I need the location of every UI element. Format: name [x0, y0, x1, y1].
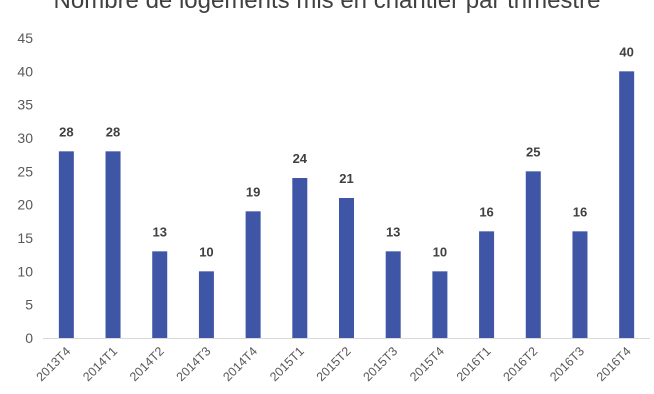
bar-2015T1	[292, 178, 308, 338]
x-tick-label-2014T4: 2014T4	[220, 344, 260, 384]
y-tick-label: 25	[17, 163, 33, 179]
y-tick-label: 35	[17, 97, 33, 113]
x-axis: 2013T4 2014T1 2014T2 2014T3 2014T4 2015T1 2015…	[34, 344, 634, 384]
data-label-2013T4: 28	[59, 124, 73, 139]
data-label-2016T2: 25	[526, 144, 540, 159]
bar-2015T2	[339, 198, 354, 338]
x-tick-label-2013T4: 2013T4	[34, 344, 74, 384]
x-tick-label-2016T1: 2016T1	[454, 344, 494, 384]
x-tick-label-2015T4: 2015T4	[407, 344, 447, 384]
data-label-2016T1: 16	[479, 204, 493, 219]
y-tick-label: 5	[25, 297, 33, 313]
bar-2015T3	[385, 251, 401, 338]
data-label-2014T3: 10	[199, 244, 213, 259]
data-label-2016T3: 16	[573, 204, 587, 219]
x-tick-label-2016T3: 2016T3	[547, 344, 587, 384]
y-tick-label: 15	[17, 230, 33, 246]
x-tick-label-2014T1: 2014T1	[80, 344, 120, 384]
bar-2014T1	[105, 151, 121, 338]
bar-2015T4	[432, 271, 448, 338]
bar-2016T2	[525, 171, 541, 338]
y-tick-label: 10	[17, 263, 33, 279]
data-label-2015T3: 13	[386, 224, 400, 239]
x-tick-label-2014T3: 2014T3	[174, 344, 214, 384]
bar-2014T3	[198, 271, 214, 338]
x-tick-label-2014T2: 2014T2	[127, 344, 167, 384]
data-label-2015T2: 21	[339, 171, 353, 186]
chart-title: Nombre de logements mis en chantier par …	[53, 0, 601, 14]
bar-2014T2	[152, 251, 168, 338]
y-tick-label: 0	[25, 330, 33, 346]
data-label-2014T1: 28	[106, 124, 120, 139]
x-tick-label-2015T3: 2015T3	[360, 344, 400, 384]
bar-2013T4	[58, 151, 74, 338]
bar-2016T4	[619, 71, 635, 338]
y-tick-label: 30	[17, 130, 33, 146]
y-axis: 0 5 10 15 20 25 30 35 40 45	[17, 30, 33, 346]
bar-2016T1	[479, 231, 495, 338]
data-label-2015T4: 10	[433, 244, 447, 259]
y-tick-label: 40	[17, 63, 33, 79]
y-tick-label: 45	[17, 30, 33, 46]
data-labels: 28 28 13 10 19 24 21 13 10 16 25 16 40	[59, 44, 634, 259]
x-tick-label-2015T1: 2015T1	[267, 344, 307, 384]
x-tick-label-2016T4: 2016T4	[594, 344, 634, 384]
y-tick-label: 20	[17, 197, 33, 213]
data-label-2014T2: 13	[152, 224, 166, 239]
x-tick-label-2016T2: 2016T2	[501, 344, 541, 384]
data-label-2016T4: 40	[619, 44, 633, 59]
data-label-2014T4: 19	[246, 184, 260, 199]
data-label-2015T1: 24	[293, 151, 308, 166]
bar-2014T4	[245, 211, 261, 338]
x-tick-label-2015T2: 2015T2	[314, 344, 354, 384]
bar-2016T3	[572, 231, 588, 338]
bars	[58, 71, 635, 338]
